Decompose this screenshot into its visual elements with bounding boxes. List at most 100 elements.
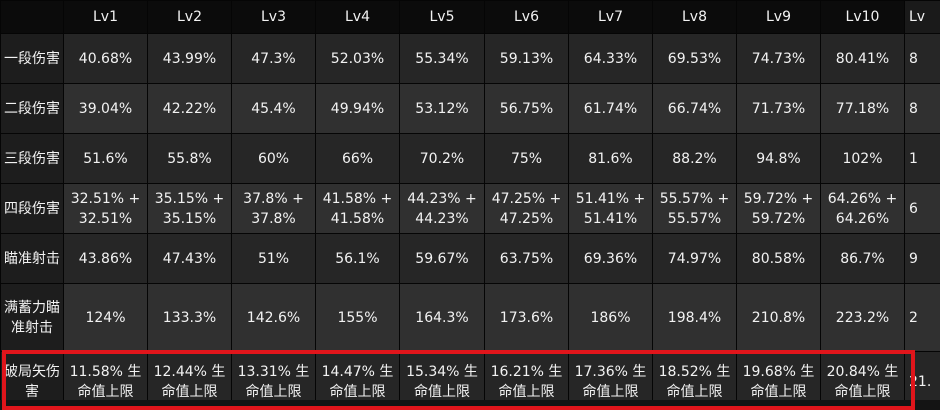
value-cell-lv7: 186% bbox=[569, 284, 653, 352]
value-cell-lv9: 74.73% bbox=[737, 34, 821, 84]
row-label: 二段伤害 bbox=[1, 84, 64, 134]
level-header-lv10: Lv10 bbox=[821, 1, 905, 34]
value-cell-partial: 8 bbox=[905, 34, 940, 84]
value-cell-lv1: 43.86% bbox=[64, 234, 148, 284]
value-cell-lv5: 59.67% bbox=[400, 234, 485, 284]
value-cell-lv10: 64.26% + 64.26% bbox=[821, 184, 905, 234]
value-cell-lv9: 94.8% bbox=[737, 134, 821, 184]
value-cell-lv10: 77.18% bbox=[821, 84, 905, 134]
level-header-lv1: Lv1 bbox=[64, 1, 148, 34]
value-cell-lv9: 71.73% bbox=[737, 84, 821, 134]
value-cell-lv7: 61.74% bbox=[569, 84, 653, 134]
value-cell-lv9: 19.68% 生命值上限 bbox=[737, 352, 821, 401]
value-cell-lv8: 55.57% + 55.57% bbox=[653, 184, 737, 234]
level-header-lv6: Lv6 bbox=[485, 1, 569, 34]
value-cell-lv1: 40.68% bbox=[64, 34, 148, 84]
value-cell-lv7: 69.36% bbox=[569, 234, 653, 284]
value-cell-lv2: 35.15% + 35.15% bbox=[148, 184, 232, 234]
value-cell-lv6: 47.25% + 47.25% bbox=[485, 184, 569, 234]
level-header-lv4: Lv4 bbox=[316, 1, 400, 34]
value-cell-lv8: 66.74% bbox=[653, 84, 737, 134]
value-cell-lv5: 70.2% bbox=[400, 134, 485, 184]
row-label: 四段伤害 bbox=[1, 184, 64, 234]
value-cell-lv1: 39.04% bbox=[64, 84, 148, 134]
value-cell-lv5: 15.34% 生命值上限 bbox=[400, 352, 485, 401]
value-cell-lv8: 74.97% bbox=[653, 234, 737, 284]
value-cell-lv8: 18.52% 生命值上限 bbox=[653, 352, 737, 401]
value-cell-lv8: 69.53% bbox=[653, 34, 737, 84]
value-cell-partial: 9 bbox=[905, 234, 940, 284]
value-cell-lv1: 11.58% 生命值上限 bbox=[64, 352, 148, 401]
value-cell-lv3: 51% bbox=[232, 234, 316, 284]
value-cell-lv10: 223.2% bbox=[821, 284, 905, 352]
row-label: 瞄准射击 bbox=[1, 234, 64, 284]
level-header-lv5: Lv5 bbox=[400, 1, 485, 34]
value-cell-lv2: 12.44% 生命值上限 bbox=[148, 352, 232, 401]
value-cell-lv8: 198.4% bbox=[653, 284, 737, 352]
level-header-partial: Lv bbox=[905, 1, 940, 34]
value-cell-partial: 2 bbox=[905, 284, 940, 352]
value-cell-lv1: 124% bbox=[64, 284, 148, 352]
row-label: 三段伤害 bbox=[1, 134, 64, 184]
value-cell-lv4: 49.94% bbox=[316, 84, 400, 134]
value-cell-lv3: 47.3% bbox=[232, 34, 316, 84]
value-cell-lv10: 80.41% bbox=[821, 34, 905, 84]
value-cell-lv6: 173.6% bbox=[485, 284, 569, 352]
value-cell-lv6: 16.21% 生命值上限 bbox=[485, 352, 569, 401]
level-header-lv2: Lv2 bbox=[148, 1, 232, 34]
value-cell-lv1: 51.6% bbox=[64, 134, 148, 184]
value-cell-lv6: 59.13% bbox=[485, 34, 569, 84]
value-cell-lv6: 56.75% bbox=[485, 84, 569, 134]
row-label: 一段伤害 bbox=[1, 34, 64, 84]
value-cell-lv2: 55.8% bbox=[148, 134, 232, 184]
value-cell-lv3: 45.4% bbox=[232, 84, 316, 134]
value-cell-partial: 8 bbox=[905, 84, 940, 134]
value-cell-lv6: 75% bbox=[485, 134, 569, 184]
value-cell-lv2: 133.3% bbox=[148, 284, 232, 352]
level-header-lv7: Lv7 bbox=[569, 1, 653, 34]
value-cell-lv7: 64.33% bbox=[569, 34, 653, 84]
value-cell-lv5: 44.23% + 44.23% bbox=[400, 184, 485, 234]
level-header-lv8: Lv8 bbox=[653, 1, 737, 34]
value-cell-lv2: 42.22% bbox=[148, 84, 232, 134]
value-cell-lv2: 43.99% bbox=[148, 34, 232, 84]
value-cell-lv3: 60% bbox=[232, 134, 316, 184]
value-cell-lv3: 13.31% 生命值上限 bbox=[232, 352, 316, 401]
value-cell-lv4: 14.47% 生命值上限 bbox=[316, 352, 400, 401]
value-cell-lv10: 20.84% 生命值上限 bbox=[821, 352, 905, 401]
value-cell-lv4: 52.03% bbox=[316, 34, 400, 84]
value-cell-lv3: 37.8% + 37.8% bbox=[232, 184, 316, 234]
value-cell-lv5: 164.3% bbox=[400, 284, 485, 352]
value-cell-lv4: 41.58% + 41.58% bbox=[316, 184, 400, 234]
value-cell-lv4: 66% bbox=[316, 134, 400, 184]
value-cell-lv4: 56.1% bbox=[316, 234, 400, 284]
value-cell-lv3: 142.6% bbox=[232, 284, 316, 352]
value-cell-lv5: 53.12% bbox=[400, 84, 485, 134]
value-cell-lv7: 51.41% + 51.41% bbox=[569, 184, 653, 234]
row-label: 满蓄力瞄准射击 bbox=[1, 284, 64, 352]
value-cell-lv6: 63.75% bbox=[485, 234, 569, 284]
value-cell-lv9: 59.72% + 59.72% bbox=[737, 184, 821, 234]
row-label: 破局矢伤害 bbox=[1, 352, 64, 401]
value-cell-lv7: 81.6% bbox=[569, 134, 653, 184]
level-header-lv3: Lv3 bbox=[232, 1, 316, 34]
value-cell-lv2: 47.43% bbox=[148, 234, 232, 284]
corner-header-cell bbox=[1, 1, 64, 34]
value-cell-lv9: 210.8% bbox=[737, 284, 821, 352]
value-cell-lv10: 102% bbox=[821, 134, 905, 184]
value-cell-lv1: 32.51% + 32.51% bbox=[64, 184, 148, 234]
level-header-lv9: Lv9 bbox=[737, 1, 821, 34]
value-cell-partial: 21. bbox=[905, 352, 940, 401]
value-cell-lv8: 88.2% bbox=[653, 134, 737, 184]
